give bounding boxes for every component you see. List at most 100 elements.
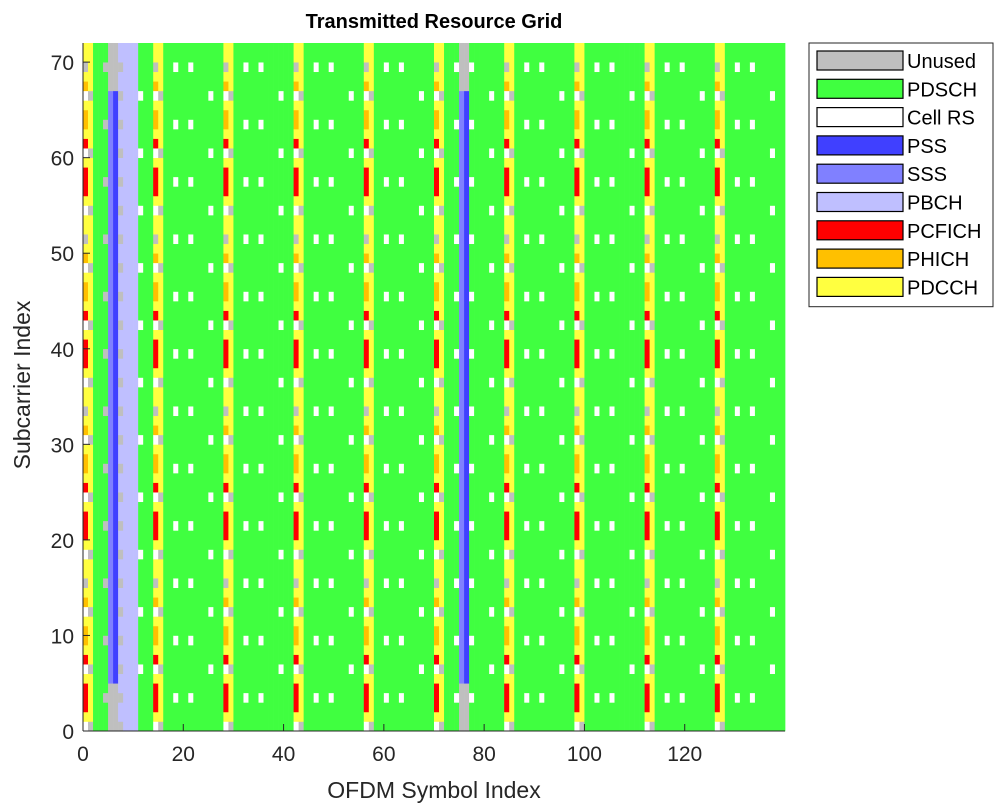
grid-cell-pdcch [504,43,510,63]
grid-cell-pdcch [368,673,375,722]
grid-cell-pdcch [158,673,164,722]
grid-cell-pdsch [243,43,249,63]
grid-cell-cell-rs [559,320,565,331]
grid-cell-pdcch [574,100,580,111]
grid-cell-pdsch [749,702,756,732]
grid-cell-cell-rs [489,320,495,331]
grid-cell-pdcch [363,329,370,340]
grid-cell-pdcch [293,43,299,63]
grid-cell-pcfich [153,138,159,149]
grid-cell-cell-rs [208,492,214,503]
grid-cell-cell-rs [383,119,390,130]
grid-cell-pdsch [188,186,194,235]
grid-cell-pdsch [734,473,741,522]
grid-cell-pdcch [363,367,370,378]
grid-cell-pbch [118,272,124,292]
grid-cell-pdsch [539,301,545,350]
grid-cell-pdsch [358,43,365,732]
grid-cell-pdsch [243,645,249,694]
grid-cell-pdsch [208,387,214,436]
grid-cell-pdcch [83,645,89,655]
grid-cell-pdcch [223,501,229,512]
y-tick-label: 30 [51,434,74,457]
grid-cell-pdsch [734,415,741,464]
grid-cell-pdsch [203,43,209,732]
grid-cell-cell-rs [434,377,440,388]
grid-cell-cell-rs [418,205,425,216]
grid-cell-pdcch [714,444,721,455]
grid-cell-cell-rs [383,406,390,417]
grid-cell-unused [649,721,655,732]
grid-cell-pdsch [103,43,109,63]
grid-cell-unused [719,90,726,101]
grid-cell-cell-rs [644,377,650,388]
grid-cell-pcfich [504,683,510,713]
grid-cell-pdcch [153,501,159,512]
grid-cell-cell-rs [313,291,320,302]
grid-cell-pdcch [83,387,89,407]
grid-cell-cell-rs [138,90,144,101]
grid-cell-pdsch [348,157,355,206]
grid-cell-pdcch [158,157,164,206]
grid-cell-cell-rs [524,692,530,703]
grid-cell-pcfich [363,310,370,321]
grid-cell-phich [644,109,650,130]
grid-cell-cell-rs [489,205,495,216]
grid-cell-cell-rs [188,578,194,589]
grid-cell-cell-rs [454,578,460,589]
grid-cell-pdsch [148,43,154,732]
grid-cell-cell-rs [504,262,510,273]
grid-cell-pdsch [398,530,405,579]
grid-cell-unused [574,406,580,417]
grid-cell-phich [223,109,229,130]
grid-cell-phich [83,81,89,92]
grid-cell-cell-rs [679,635,686,646]
grid-cell-pdcch [298,501,304,550]
grid-cell-pdsch [734,243,741,292]
grid-cell-cell-rs [734,176,741,187]
grid-cell-pdsch [609,645,615,694]
grid-cell-pdsch [699,559,706,608]
grid-cell-pdcch [223,415,229,426]
grid-cell-pdcch [88,215,94,264]
grid-cell-cell-rs [293,148,299,159]
grid-cell-pdcch [504,100,510,111]
grid-cell-phich [434,81,440,92]
grid-cell-cell-rs [348,377,355,388]
grid-cell-pdsch [769,43,776,92]
grid-cell-unused [439,377,445,388]
grid-cell-pcfich [153,167,159,197]
grid-cell-cell-rs [769,492,776,503]
grid-cell-unused [103,578,109,589]
grid-cell-pdsch [469,530,475,579]
grid-cell-phich [363,625,370,646]
grid-cell-cell-rs [348,664,355,675]
grid-cell-cell-rs [188,348,194,359]
grid-cell-pdsch [469,645,475,694]
grid-cell-cell-rs [313,520,320,531]
grid-cell-pdcch [439,387,445,436]
grid-cell-cell-rs [749,119,756,130]
grid-cell-phich [363,453,370,474]
grid-cell-pdsch [308,43,314,732]
grid-cell-cell-rs [293,377,299,388]
grid-cell-unused [439,434,445,445]
grid-cell-pdsch [278,43,284,92]
grid-cell-pdsch [208,329,214,378]
grid-cell-cell-rs [208,90,214,101]
grid-cell-cell-rs [418,262,425,273]
grid-cell-cell-rs [539,119,545,130]
grid-cell-pdsch [188,43,194,63]
grid-cell-pdsch [629,559,635,608]
grid-cell-cell-rs [749,520,756,531]
grid-cell-pdcch [293,616,299,627]
grid-cell-pdcch [223,616,229,627]
grid-cell-unused [88,549,94,560]
grid-cell-pcfich [714,310,721,321]
grid-cell-cell-rs [609,463,615,474]
grid-cell-pdsch [654,43,660,732]
grid-cell-pdcch [644,215,650,235]
grid-cell-cell-rs [504,320,510,331]
grid-cell-pdsch [454,301,460,350]
